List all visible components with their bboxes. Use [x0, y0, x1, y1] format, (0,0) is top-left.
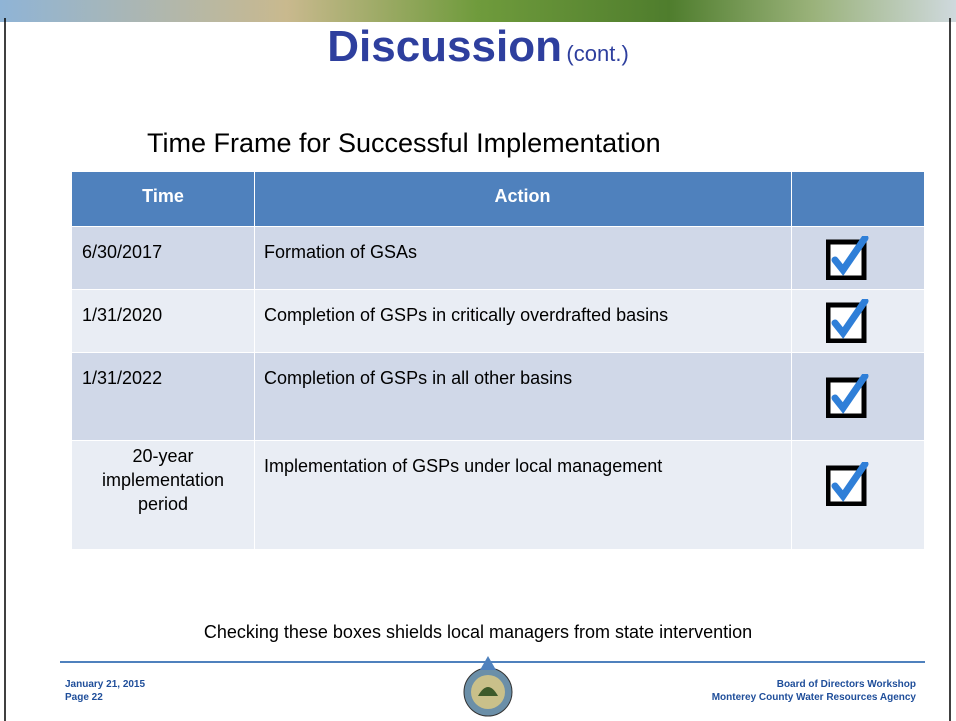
title-block: Discussion (cont.) — [0, 22, 956, 72]
cell-divider — [791, 352, 792, 440]
agency-logo — [463, 656, 513, 717]
action-cell: Completion of GSPs in critically overdra… — [264, 305, 669, 325]
checkbox-glyph — [825, 372, 869, 419]
checkbox-glyph — [825, 234, 869, 281]
footer-right: Board of Directors Workshop Monterey Cou… — [712, 678, 916, 704]
subtitle: Time Frame for Successful Implementation — [147, 128, 661, 158]
footer-event: Board of Directors Workshop — [776, 679, 916, 690]
cell-divider — [254, 289, 255, 352]
footer-agency: Monterey County Water Resources Agency — [711, 692, 916, 703]
checkbox-icon — [825, 372, 870, 419]
cell-divider — [791, 440, 792, 549]
footnote: Checking these boxes shields local manag… — [203, 622, 753, 642]
checkbox-icon — [825, 460, 870, 507]
checkbox-glyph — [825, 460, 869, 507]
table-row — [72, 352, 924, 440]
time-cell: 1/31/2020 — [82, 305, 163, 325]
time-cell: 1/31/2022 — [82, 368, 163, 388]
header-image — [0, 0, 956, 22]
cell-divider — [254, 352, 255, 440]
cell-divider — [254, 440, 255, 549]
time-cell: 20-year implementation period — [101, 446, 225, 514]
header-divider — [791, 172, 792, 226]
table-row — [72, 289, 924, 352]
cell-divider — [791, 226, 792, 289]
table-row — [72, 440, 924, 549]
action-cell: Completion of GSPs in all other basins — [264, 368, 573, 388]
cell-divider — [254, 226, 255, 289]
checkbox-icon — [825, 297, 870, 344]
action-cell: Implementation of GSPs under local manag… — [264, 456, 663, 476]
column-header: Action — [494, 186, 551, 206]
footer-page: Page 22 — [65, 692, 103, 703]
checkbox-glyph — [825, 297, 869, 344]
checkbox-icon — [825, 234, 870, 281]
title-suffix: (cont.) — [566, 41, 629, 66]
time-cell: 6/30/2017 — [82, 242, 163, 262]
table-header — [72, 172, 924, 226]
footer-left: January 21, 2015 Page 22 — [65, 678, 145, 704]
header-divider — [254, 172, 255, 226]
action-cell: Formation of GSAs — [264, 242, 418, 262]
footer-date: January 21, 2015 — [65, 679, 146, 690]
table-row — [72, 226, 924, 289]
column-header: Time — [142, 186, 184, 206]
title: Discussion — [327, 22, 562, 71]
cell-divider — [791, 289, 792, 352]
